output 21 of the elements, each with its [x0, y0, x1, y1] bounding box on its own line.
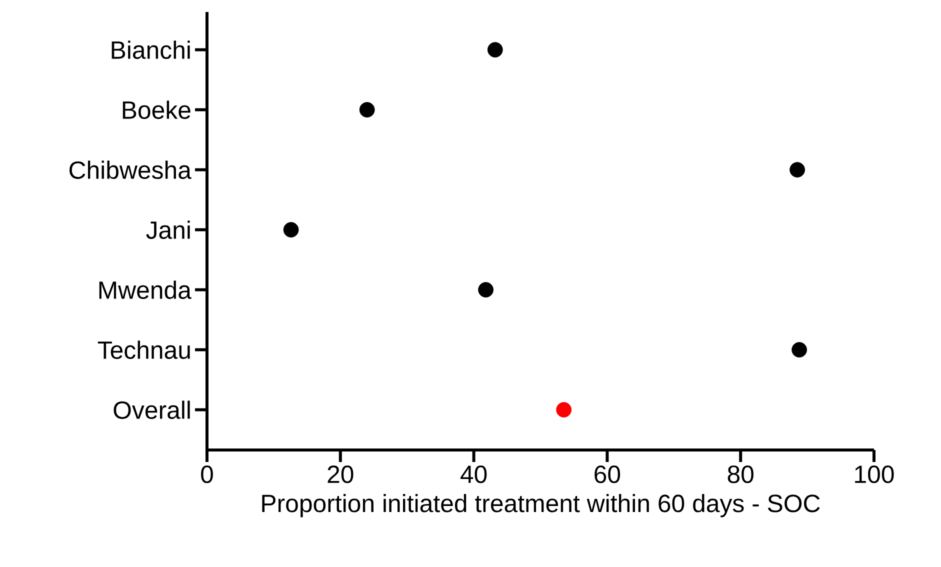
point: [790, 162, 805, 178]
x-tick-label: 100: [855, 466, 894, 484]
point: [556, 402, 572, 418]
point: [487, 42, 503, 58]
y-tick-label: Bianchi: [112, 40, 190, 59]
x-tick-label: 0: [201, 466, 213, 484]
x-tick-label: 40: [460, 466, 487, 484]
y-tick-label: Overall: [114, 400, 190, 419]
x-tick-label: 20: [328, 466, 354, 484]
point: [478, 282, 494, 298]
point: [283, 222, 299, 238]
y-tick-label: Boeke: [122, 100, 190, 119]
x-axis-title: Proportion initiated treatment within 60 days - SOC: [262, 494, 820, 518]
x-tick-label: 60: [594, 466, 620, 484]
y-tick-label: Jani: [146, 220, 190, 239]
point: [792, 342, 808, 358]
x-tick-label: 80: [728, 466, 754, 484]
y-tick-label: Technau: [98, 340, 190, 359]
point: [359, 102, 375, 118]
y-tick-label: Mwenda: [99, 280, 192, 299]
y-tick-label: Chibwesha: [70, 160, 192, 179]
